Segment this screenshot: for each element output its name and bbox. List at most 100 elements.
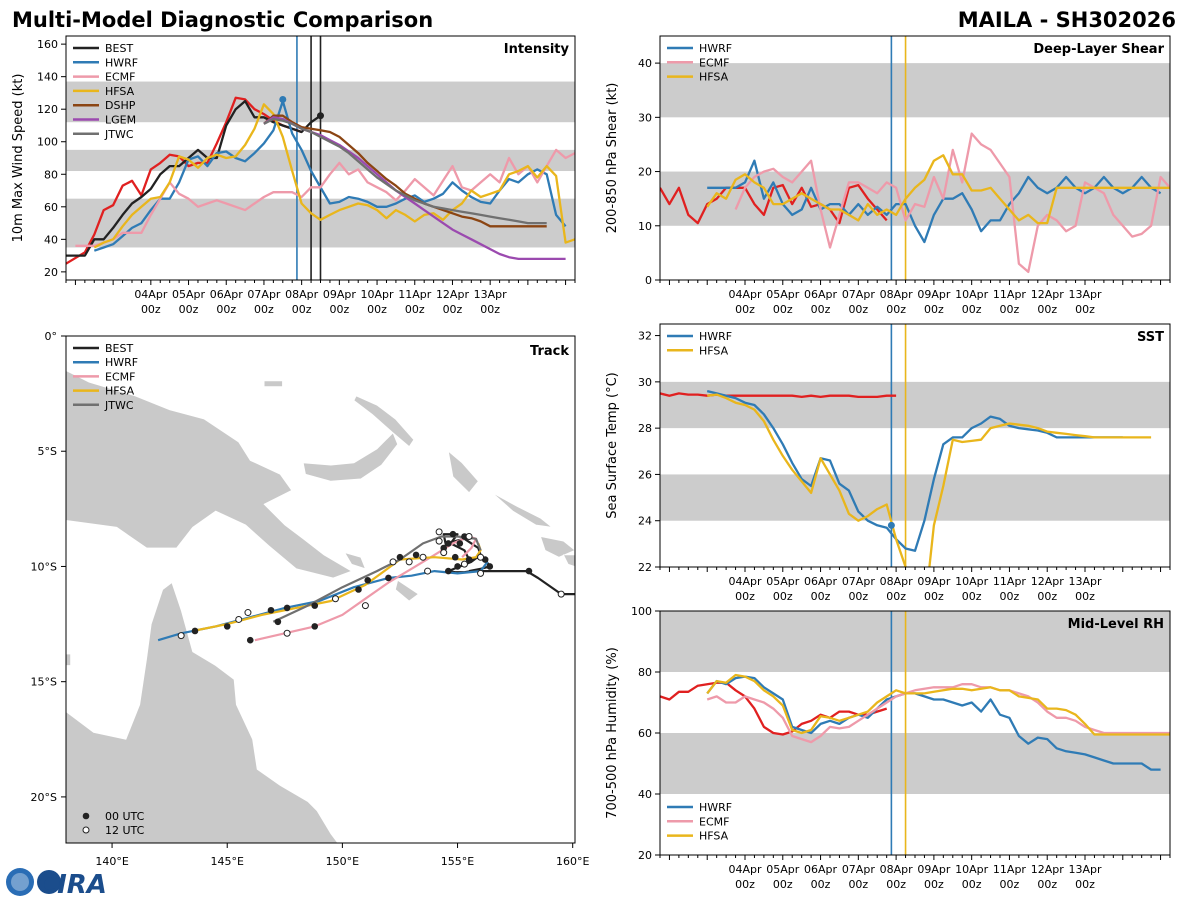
shear-ytick-label: 20 xyxy=(638,166,652,179)
rh-xtick-label-hour: 00z xyxy=(1000,878,1020,891)
figure-title-left: Multi-Model Diagnostic Comparison xyxy=(12,8,433,32)
intensity-xtick-label-date: 11Apr xyxy=(398,288,432,301)
intensity-ylabel: 10m Max Wind Speed (kt) xyxy=(11,74,26,243)
track-marker-12z xyxy=(361,602,369,610)
groote-eylandt-island xyxy=(66,653,71,666)
logo-text: CIRA xyxy=(38,870,107,900)
sst-legend-label-hfsa: HFSA xyxy=(699,344,729,357)
cira-logo: CIRA xyxy=(6,868,107,900)
rh-series-obs xyxy=(660,681,888,736)
intensity-legend-label-hwrf: HWRF xyxy=(105,56,138,69)
track-legend-marker-12z xyxy=(82,826,90,834)
sst-band-1 xyxy=(660,381,1170,429)
track-ytick-label: 0° xyxy=(45,330,58,343)
sst-xtick-label-hour: 00z xyxy=(1075,590,1095,603)
shear-series-hfsa xyxy=(706,154,1170,225)
track-marker-00z xyxy=(396,553,404,561)
rh-band-0 xyxy=(660,733,1170,794)
rh-xtick-label-date: 06Apr xyxy=(804,863,838,876)
shear-xtick-label-date: 13Apr xyxy=(1068,288,1102,301)
intensity-xtick-label-date: 05Apr xyxy=(172,288,206,301)
track-marker-12z xyxy=(419,553,427,561)
choiseul-island xyxy=(491,492,554,528)
sst-xtick-label-hour: 00z xyxy=(811,590,831,603)
figure-title-right: MAILA - SH302026 xyxy=(958,8,1176,32)
rh-series-hfsa xyxy=(706,673,1170,736)
track-marker-00z xyxy=(311,602,319,609)
rh-xtick-label-hour: 00z xyxy=(848,878,868,891)
track-marker-00z xyxy=(274,618,282,626)
globe-logo-icon xyxy=(37,870,61,894)
sst-series-hwrf xyxy=(706,389,1123,552)
shear-legend-label-hfsa: HFSA xyxy=(699,71,729,84)
sst-legend-label-hwrf: HWRF xyxy=(699,330,732,343)
shear-xtick-label-hour: 00z xyxy=(811,303,831,316)
sst-frame xyxy=(659,323,1171,568)
rh-xtick-label-date: 12Apr xyxy=(1031,863,1065,876)
intensity-xtick-label-hour: 00z xyxy=(329,303,349,316)
track-marker-00z xyxy=(449,530,457,538)
track-marker-00z xyxy=(445,540,452,547)
track-marker-12z xyxy=(235,615,243,623)
intensity-hwrf-peak-marker xyxy=(279,95,287,103)
sst-xtick-label-date: 06Apr xyxy=(804,575,838,588)
intensity-ytick-label: 80 xyxy=(44,168,58,181)
sst-ytick-label: 24 xyxy=(638,515,652,528)
intensity-ytick-label: 160 xyxy=(37,38,58,51)
track-marker-00z xyxy=(445,567,452,575)
track-marker-00z xyxy=(191,627,199,635)
track-xtick-label: 160°E xyxy=(556,855,589,868)
rh-ytick-label: 100 xyxy=(631,605,652,618)
track-marker-12z xyxy=(244,609,252,617)
shear-xtick-label-hour: 00z xyxy=(886,303,906,316)
intensity-ytick-label: 120 xyxy=(37,103,58,116)
track-marker-12z xyxy=(435,528,443,536)
track-legend-label-best: BEST xyxy=(105,342,133,355)
shear-xtick-label-date: 12Apr xyxy=(1031,288,1065,301)
shear-xtick-label-hour: 00z xyxy=(1000,303,1020,316)
track-marker-00z xyxy=(454,563,461,570)
shear-series-ecmf xyxy=(734,132,1170,274)
sst-xtick-label-date: 12Apr xyxy=(1031,575,1065,588)
rh-xtick-label-date: 08Apr xyxy=(880,863,914,876)
rh-legend-label-hwrf: HWRF xyxy=(699,801,732,814)
track-marker-12z xyxy=(435,537,443,545)
track-marker-12z xyxy=(283,629,291,637)
sst-title: SST xyxy=(1137,330,1164,345)
rh-xtick-label-hour: 00z xyxy=(924,878,944,891)
sst-xtick-label-hour: 00z xyxy=(924,590,944,603)
rh-ylabel: 700-500 hPa Humidity (%) xyxy=(605,647,620,819)
track-marker-00z xyxy=(283,604,291,612)
track-marker-00z xyxy=(355,586,362,593)
track-marker-12z xyxy=(477,553,485,561)
track-legend-label-jtwc: JTWC xyxy=(104,399,134,412)
rh-ytick-label: 40 xyxy=(638,788,652,801)
sst-ytick-label: 32 xyxy=(638,330,652,343)
intensity-series-dshp xyxy=(263,114,547,228)
intensity-legend-label-dshp: DSHP xyxy=(105,99,136,112)
intensity-xtick-label-hour: 00z xyxy=(443,303,463,316)
rh-series-ecmf xyxy=(706,683,1170,744)
track-marker-00z xyxy=(456,540,464,547)
intensity-xtick-label-hour: 00z xyxy=(254,303,274,316)
intensity-series-hwrf xyxy=(93,99,567,252)
sst-xtick-label-hour: 00z xyxy=(962,590,982,603)
track-marker-00z xyxy=(246,636,254,644)
track-legend-label-hfsa: HFSA xyxy=(105,385,135,398)
intensity-title: Intensity xyxy=(504,42,570,57)
intensity-ytick-label: 100 xyxy=(37,136,58,149)
rh-legend-label-ecmf: ECMF xyxy=(699,815,729,828)
intensity-best-current-marker xyxy=(317,112,324,120)
track-marker-12z xyxy=(177,632,185,640)
intensity-xtick-label-hour: 00z xyxy=(292,303,312,316)
intensity-xtick-label-date: 13Apr xyxy=(474,288,508,301)
manus-island xyxy=(263,380,283,388)
sst-xtick-label-date: 07Apr xyxy=(842,575,876,588)
intensity-series-ecmf xyxy=(75,148,575,247)
rh-ytick-label: 60 xyxy=(638,727,652,740)
intensity-legend-label-ecmf: ECMF xyxy=(105,71,135,84)
track-marker-00z xyxy=(311,623,319,630)
track-marker-00z xyxy=(451,553,459,561)
shear-xtick-label-hour: 00z xyxy=(962,303,982,316)
track-marker-00z xyxy=(267,606,275,614)
